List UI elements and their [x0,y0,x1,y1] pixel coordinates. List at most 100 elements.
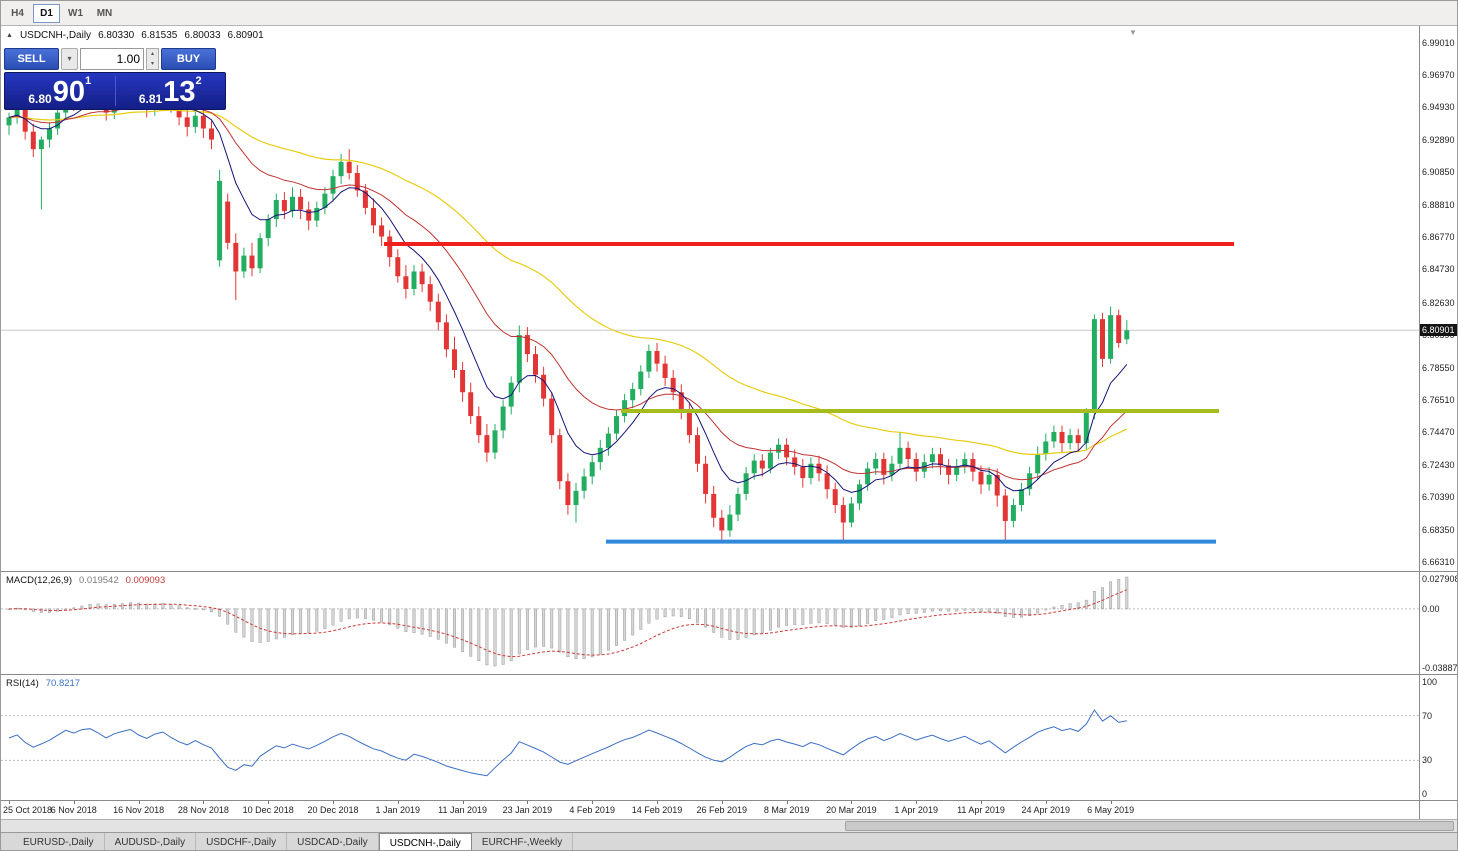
ohlc-open: 6.80330 [98,30,135,41]
date-label: 14 Feb 2019 [631,805,683,815]
ohlc-close: 6.80901 [227,30,264,41]
date-label: 4 Feb 2019 [569,805,615,815]
sell-price-display[interactable]: 6.80 90 1 [5,73,115,109]
buy-price-display[interactable]: 6.81 13 2 [116,73,226,109]
date-label: 11 Jan 2019 [438,805,488,815]
chart-tab-usdcnhdaily[interactable]: USDCNH-,Daily [378,833,472,850]
one-click-trading-panel: SELL ▾ ▴ ▾ BUY 6.80 90 1 6.81 13 [4,48,226,110]
horizontal-scrollbar[interactable] [1,819,1457,832]
timeframe-button-h4[interactable]: H4 [11,7,24,19]
chevron-down-icon: ▾ [67,54,72,63]
sell-price-point: 1 [85,75,92,87]
date-tick [462,801,464,804]
date-tick [333,801,334,804]
date-label: 8 Mar 2019 [763,805,810,815]
price-axis-label: 6.96970 [1422,69,1455,80]
ohlc-high: 6.81535 [141,30,178,41]
price-axis-label: 6.90850 [1422,167,1455,178]
rsi-axis-label-70: 70 [1422,710,1433,721]
timeframe-button-d1[interactable]: D1 [33,3,60,23]
price-axis-label: 6.86770 [1422,232,1455,242]
date-label: 20 Dec 2018 [307,805,359,815]
sell-price-pips: 90 [52,76,85,108]
macd-signal-line [8,589,1127,658]
timeframe-button-mn[interactable]: MN [96,7,113,19]
ma-line-21 [8,103,1128,481]
ohlc-low: 6.80033 [184,30,221,41]
macd-axis-label-zero: 0.00 [1422,603,1440,614]
chart-tab-eurusddaily[interactable]: EURUSD-,Daily [13,833,105,850]
date-tick [592,801,594,804]
macd-label: MACD(12,26,9) [6,575,72,586]
price-axis-label: 6.76510 [1422,395,1455,406]
sell-button[interactable]: SELL [4,48,59,70]
spinner-up-button[interactable]: ▴ [150,51,154,57]
rsi-axis-label-100: 100 [1422,677,1438,687]
date-label: 1 Apr 2019 [894,805,938,815]
date-label: 24 Apr 2019 [1021,805,1071,815]
date-tick [981,801,982,804]
main-chart-panel: ▼ ▲ USDCNH-,Daily 6.80330 6.81535 6.8003… [1,26,1457,571]
date-label: 16 Nov 2018 [113,805,165,815]
buy-price-point: 2 [195,75,202,87]
price-axis-label: 6.88810 [1422,199,1455,210]
buy-price-pips: 13 [163,76,196,108]
rsi-label: RSI(14) [6,678,39,689]
date-label: 20 Mar 2019 [826,805,877,815]
chart-tab-eurchfweekly[interactable]: EURCHF-,Weekly [472,833,574,850]
price-axis[interactable]: 6.80901 6.99010 6.96970 6.94930 6.92890 6.90… [1419,26,1457,571]
chart-shift-marker-icon[interactable]: ▼ [1129,28,1137,37]
chart-title: ▲ USDCNH-,Daily 6.80330 6.81535 6.80033 … [6,30,264,41]
chart-tab-usdcaddaily[interactable]: USDCAD-,Daily [287,833,379,850]
date-axis[interactable]: 25 Oct 2018 6 Nov 2018 16 Nov 2018 28 Nov 2… [1,800,1457,819]
date-label: 11 Apr 2019 [957,805,1005,815]
price-axis-label: 6.74470 [1422,427,1455,438]
date-label: 25 Oct 2018 [3,805,53,815]
date-tick [397,801,399,804]
date-tick [657,801,658,804]
date-label: 28 Nov 2018 [177,805,229,815]
chart-tab-audusddaily[interactable]: AUDUSD-,Daily [105,833,197,850]
date-label: 6 May 2019 [1087,805,1135,815]
macd-title: MACD(12,26,9) 0.019542 0.009093 [6,575,165,586]
rsi-panel: RSI(14) 70.8217 100 70 30 0 [1,674,1457,800]
chart-symbol-label: USDCNH-,Daily [19,30,92,41]
spinner-down-button[interactable]: ▾ [150,61,154,67]
price-axis-label: 6.66310 [1422,557,1455,568]
buy-button[interactable]: BUY [161,48,216,70]
date-label: 6 Nov 2018 [50,805,97,815]
date-label: 23 Jan 2019 [502,805,553,815]
date-tick [916,801,918,804]
price-axis-label: 6.82630 [1422,297,1455,308]
date-axis-corner [1419,801,1457,819]
volume-input[interactable] [80,48,144,70]
buy-price-prefix: 6.81 [138,92,163,106]
scrollbar-thumb[interactable] [845,821,1454,831]
price-axis-label: 6.78550 [1422,362,1455,373]
date-tick [527,801,529,804]
chart-tab-usdchfdaily[interactable]: USDCHF-,Daily [196,833,288,850]
rsi-title: RSI(14) 70.8217 [6,678,80,689]
price-axis-label: 6.84730 [1422,264,1455,275]
macd-axis-label-max: 0.027908 [1422,574,1457,584]
date-tick [268,801,270,804]
macd-chart[interactable] [1,572,1421,674]
price-axis-label: 6.68350 [1422,524,1455,535]
price-divider [114,76,116,106]
rsi-value: 70.8217 [45,678,81,689]
timeframe-button-w1[interactable]: W1 [68,7,83,19]
volume-spinner: ▴ ▾ [146,48,159,70]
macd-axis[interactable]: 0.027908 0.00 -0.03887 [1419,572,1457,674]
sell-price-prefix: 6.80 [28,92,52,106]
volume-dropdown-button[interactable]: ▾ [61,48,78,70]
chart-tab-bar: EURUSD-,Daily AUDUSD-,Daily USDCHF-,Daily U… [1,832,1457,850]
rsi-axis-label-0: 0 [1422,789,1428,799]
rsi-chart[interactable] [1,675,1421,800]
rsi-axis[interactable]: 100 70 30 0 [1419,675,1457,800]
date-label: 26 Feb 2019 [696,805,748,815]
date-tick [851,801,853,804]
ma-line-8 [8,97,1128,493]
rsi-line [8,709,1127,777]
price-axis-label: 6.70390 [1422,492,1455,503]
